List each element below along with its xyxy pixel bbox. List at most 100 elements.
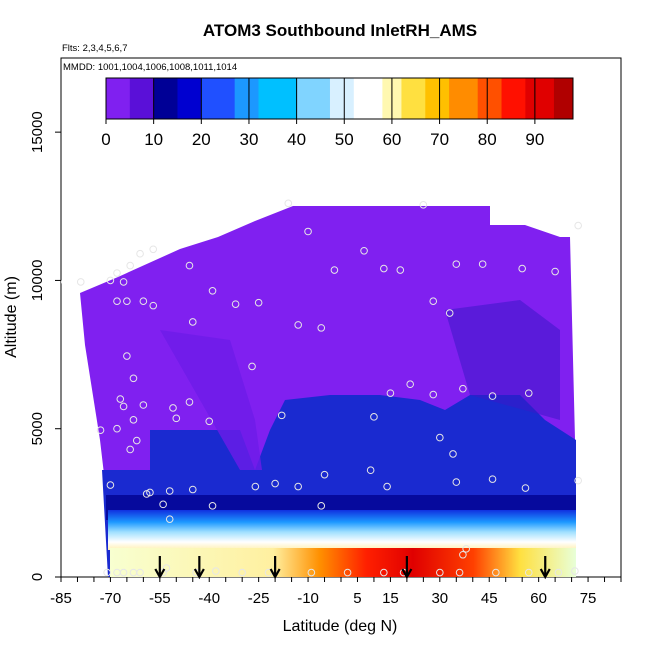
colorbar-tick-label: 50 [335, 130, 354, 149]
observation-point [251, 482, 260, 491]
observation-point [136, 568, 144, 577]
colorbar-tick-label: 10 [144, 130, 163, 149]
colorbar-cell [329, 78, 355, 119]
y-tick-label: 15000 [29, 111, 46, 153]
colorbar-cell [553, 78, 574, 119]
observation-point [126, 261, 134, 270]
x-tick-label: -70 [100, 590, 122, 607]
observation-point [462, 545, 470, 553]
colorbar-cell [201, 78, 236, 119]
observation-point [129, 374, 138, 383]
dates-label: MMDD: 1001,1004,1006,1008,1011,1014 [63, 62, 237, 73]
profile-arrow-head [193, 568, 205, 580]
flights-label: Flts: 2,3,4,5,6,7 [62, 43, 127, 54]
observation-point [139, 297, 148, 305]
colorbar-cells [106, 78, 574, 119]
upper-wedge-left [160, 330, 262, 470]
profile-arrow-head [401, 568, 413, 580]
observation-point [162, 564, 171, 572]
observation-point [149, 245, 158, 254]
observation-point [185, 398, 194, 406]
observation-point [452, 478, 461, 486]
colorbar-tick-label: 70 [430, 130, 449, 149]
observation-point [452, 260, 461, 268]
colorbar-cell [234, 78, 259, 119]
observation-points [61, 199, 582, 577]
x-tick-label: -25 [248, 590, 270, 607]
x-tick-label: 5 [353, 590, 361, 607]
observation-point [449, 450, 457, 458]
observation-point [343, 568, 352, 577]
observation-point [159, 500, 167, 509]
observation-point [284, 199, 293, 208]
observation-point [370, 413, 378, 421]
x-tick-label: -85 [50, 590, 72, 607]
colorbar-cell [477, 78, 503, 119]
observation-point [103, 568, 111, 577]
observation-point [380, 568, 388, 577]
colorbar-cell [425, 78, 450, 119]
observation-point [386, 389, 395, 397]
observation-point [277, 411, 286, 420]
observation-point [149, 301, 158, 310]
observation-point [524, 568, 533, 577]
observation-point [271, 479, 279, 488]
observation-point [123, 352, 131, 360]
observation-point [320, 470, 329, 479]
observation-point [188, 318, 197, 326]
colorbar-tick-label: 90 [525, 130, 544, 149]
observation-point [554, 568, 563, 577]
observation-point [383, 482, 391, 491]
observation-point [360, 246, 368, 255]
colorbar-cell [177, 78, 202, 119]
observation-point [518, 264, 526, 273]
observation-point [574, 221, 582, 230]
observation-point [61, 280, 62, 284]
observation-point [126, 445, 134, 454]
observation-point [165, 515, 174, 523]
observation-point [294, 482, 302, 491]
observation-point [406, 380, 414, 389]
colorbar-cell [525, 78, 555, 119]
observation-point [366, 466, 375, 475]
colorbar-tick-label: 0 [101, 130, 110, 149]
observation-point [459, 384, 467, 393]
observation-point [106, 276, 115, 285]
observation-point [521, 484, 530, 492]
observation-point [445, 309, 454, 317]
observation-point [429, 390, 438, 399]
x-tick-label: 30 [431, 590, 448, 607]
observation-point [96, 426, 105, 434]
observation-point [317, 502, 326, 510]
observation-point [317, 324, 326, 332]
colorbar: 0 10 20 30 40 50 60 70 80 90 [101, 77, 574, 149]
observation-point [307, 568, 316, 577]
y-axis: 0 5000 10000 15000 [29, 111, 61, 581]
observation-point [119, 568, 128, 577]
observation-point [248, 362, 256, 371]
observation-point [113, 424, 121, 433]
observation-point [119, 278, 128, 286]
colorbar-tick-label: 60 [382, 130, 401, 149]
x-tick-label: -40 [198, 590, 220, 607]
observation-point [436, 433, 444, 442]
observation-point [380, 264, 388, 273]
colorbar-tick-label: 40 [287, 130, 306, 149]
observation-point [208, 502, 217, 510]
observation-point [455, 568, 464, 577]
observation-point [106, 481, 115, 489]
observation-point [524, 389, 533, 397]
observation-point [294, 321, 302, 329]
colorbar-cell [106, 78, 131, 119]
observation-point [165, 487, 174, 495]
colorbar-tick-label: 80 [478, 130, 497, 149]
colorbar-cell [129, 78, 155, 119]
upper-wedge-right [445, 300, 560, 420]
x-tick-label: 60 [530, 590, 547, 607]
observation-point [254, 298, 263, 307]
observation-point [478, 260, 487, 268]
observation-point [488, 392, 497, 400]
x-tick-label: 75 [580, 590, 597, 607]
observation-point [185, 261, 194, 270]
